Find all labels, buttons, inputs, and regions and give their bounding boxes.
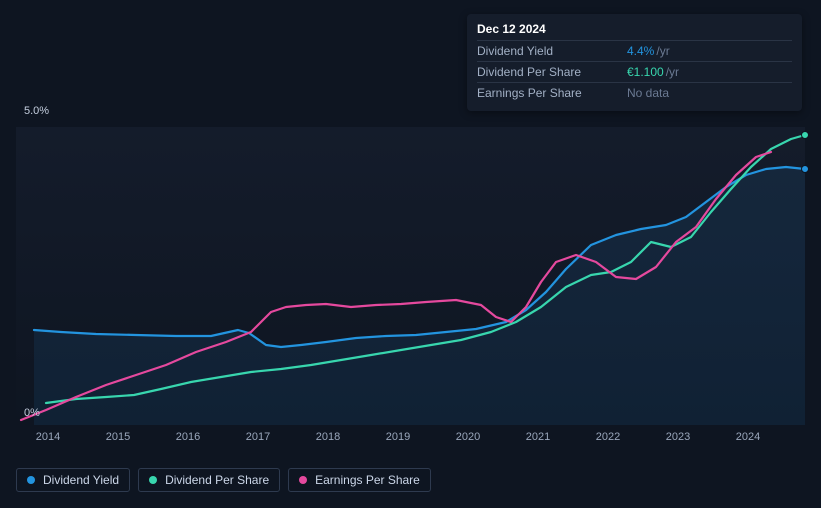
tooltip-row: Dividend Yield4.4% /yr — [477, 40, 792, 61]
x-axis-year-label: 2014 — [36, 431, 60, 443]
x-axis-year-label: 2017 — [246, 431, 270, 443]
x-axis-year-label: 2020 — [456, 431, 480, 443]
tooltip-row: Dividend Per Share€1.100 /yr — [477, 61, 792, 82]
legend-item[interactable]: Dividend Yield — [16, 468, 130, 492]
legend-item-label: Earnings Per Share — [315, 473, 420, 487]
tooltip-row-nodata: No data — [627, 86, 669, 100]
tooltip-row-value: €1.100 — [627, 65, 664, 79]
x-axis-year-label: 2016 — [176, 431, 200, 443]
legend-item-label: Dividend Per Share — [165, 473, 269, 487]
y-axis-min-label: 0% — [24, 407, 40, 419]
area-fill-dividend-yield — [34, 167, 805, 425]
series-end-dot — [801, 131, 809, 139]
tooltip-row-unit: /yr — [656, 44, 669, 58]
chart-plot[interactable] — [16, 127, 805, 425]
x-axis-year-label: 2019 — [386, 431, 410, 443]
legend-dot-icon — [27, 476, 35, 484]
x-axis-year-label: 2022 — [596, 431, 620, 443]
tooltip-row-unit: /yr — [666, 65, 679, 79]
tooltip-row: Earnings Per ShareNo data — [477, 82, 792, 103]
x-axis-year-label: 2015 — [106, 431, 130, 443]
x-axis-year-label: 2018 — [316, 431, 340, 443]
chart-legend: Dividend Yield Dividend Per Share Earnings… — [16, 468, 431, 492]
tooltip-row-value: 4.4% — [627, 44, 654, 58]
tooltip-row-label: Dividend Per Share — [477, 65, 627, 79]
tooltip-row-label: Dividend Yield — [477, 44, 627, 58]
legend-item[interactable]: Dividend Per Share — [138, 468, 280, 492]
x-axis-year-label: 2023 — [666, 431, 690, 443]
tooltip-row-label: Earnings Per Share — [477, 86, 627, 100]
legend-item-label: Dividend Yield — [43, 473, 119, 487]
dividend-chart: 5.0% Past 0% 201420152016201720182019202… — [16, 105, 805, 425]
legend-item[interactable]: Earnings Per Share — [288, 468, 431, 492]
y-axis-max-label: 5.0% — [24, 105, 49, 117]
series-end-dot — [801, 165, 809, 173]
x-axis-year-label: 2024 — [736, 431, 760, 443]
legend-dot-icon — [299, 476, 307, 484]
tooltip-date: Dec 12 2024 — [477, 22, 792, 40]
x-axis-year-label: 2021 — [526, 431, 550, 443]
tooltip-panel: Dec 12 2024 Dividend Yield4.4% /yrDivide… — [467, 14, 802, 111]
legend-dot-icon — [149, 476, 157, 484]
